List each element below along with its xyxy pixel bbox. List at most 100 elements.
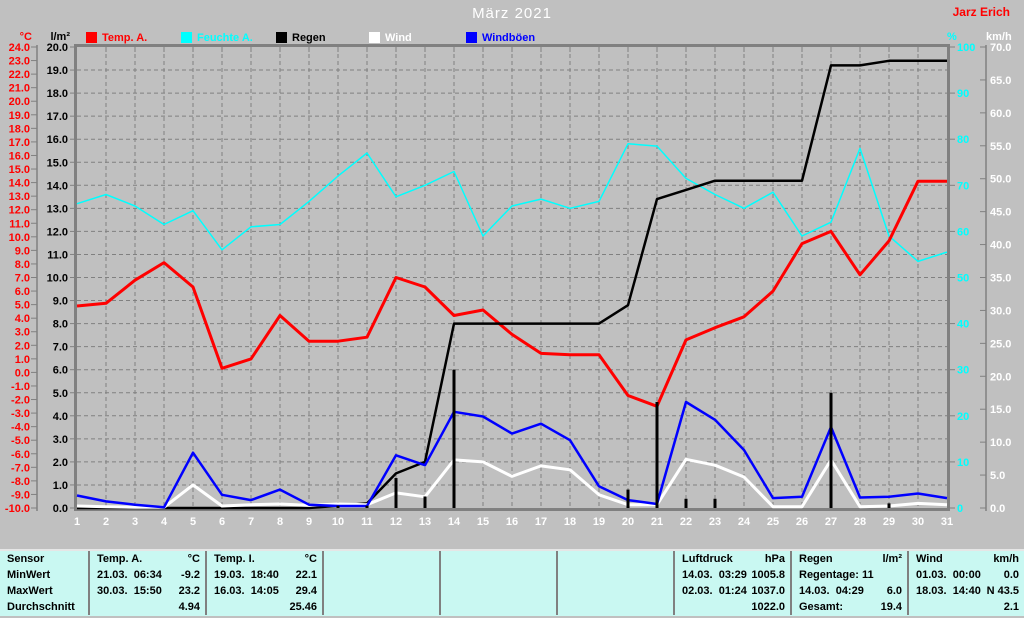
- stats-cell: Gesamt: 19.4: [790, 599, 907, 615]
- rain-axis-label: 14.0: [47, 180, 68, 192]
- stats-cell: [556, 583, 673, 599]
- day-label: 10: [332, 516, 344, 528]
- stats-cell-value: hPa: [764, 553, 785, 565]
- rain-bar: [394, 478, 398, 508]
- stats-cell: [322, 599, 439, 615]
- stats-cell-text: Regen: [799, 553, 833, 565]
- rain-axis-label: 6.0: [53, 365, 68, 377]
- stats-cell-text: Sensor: [7, 553, 45, 565]
- rain-axis-label: 4.0: [53, 411, 68, 423]
- humidity-axis-label: 0: [957, 503, 963, 515]
- stats-cell-value: °C: [304, 553, 317, 565]
- stats-cell-value: 2.1: [1003, 601, 1019, 613]
- temp-axis-label: 19.0: [9, 110, 30, 122]
- stats-cell-value: 1037.0: [751, 585, 785, 597]
- legend-label: Windböen: [482, 31, 536, 44]
- day-label: 11: [361, 516, 373, 528]
- wind-axis-label: 70.0: [990, 42, 1011, 54]
- rain-bar: [829, 392, 833, 508]
- day-label: 31: [941, 516, 953, 528]
- stats-cell-value: km/h: [993, 553, 1019, 565]
- stats-cell: 30.03. 15:50 23.2: [88, 583, 205, 599]
- temp-axis-label: -4.0: [11, 422, 30, 434]
- stats-cell-text: 14.03. 03:29: [682, 569, 747, 581]
- rain-axis-label: 1.0: [53, 480, 68, 492]
- day-label: 3: [132, 516, 138, 528]
- temp-axis-label: 0.0: [15, 367, 30, 379]
- temp-axis-label: 14.0: [9, 178, 30, 190]
- sensor-stats-table: Sensor MinWert MaxWert Durchschnitt Temp. A.…: [0, 549, 1024, 616]
- rain-axis-label: 9.0: [53, 296, 68, 308]
- temp-axis-label: -10.0: [5, 503, 30, 515]
- stats-cell: Regentage: 11: [790, 567, 907, 583]
- day-label: 12: [390, 516, 402, 528]
- day-label: 21: [651, 516, 663, 528]
- day-label: 30: [912, 516, 924, 528]
- temp-axis-label: 23.0: [9, 56, 30, 68]
- temp-axis-label: 4.0: [15, 313, 30, 325]
- temp-axis-label: 18.0: [9, 123, 30, 135]
- rain-bar: [887, 503, 891, 508]
- stats-cell-text: 30.03. 15:50: [97, 585, 162, 597]
- stats-col-header: Luftdruck hPa: [673, 551, 790, 567]
- stats-cell: 1022.0: [673, 599, 790, 615]
- humidity-axis-label: 100: [957, 42, 975, 54]
- humidity-axis-label: 30: [957, 365, 969, 377]
- temp-axis-unit-label: °C: [19, 31, 32, 43]
- rain-bar: [365, 505, 369, 508]
- temp-axis-label: 11.0: [9, 218, 30, 230]
- legend-swatch-icon: [86, 32, 97, 43]
- stats-cell: 02.03. 01:24 1037.0: [673, 583, 790, 599]
- humidity-axis-label: 90: [957, 88, 969, 100]
- rain-axis-label: 8.0: [53, 319, 68, 331]
- wind-axis-label: 40.0: [990, 240, 1011, 252]
- day-label: 9: [306, 516, 312, 528]
- day-label: 22: [680, 516, 692, 528]
- stats-cell-value: l/m²: [882, 553, 902, 565]
- temp-axis-label: -3.0: [11, 408, 30, 420]
- humidity-axis-label: 70: [957, 180, 969, 192]
- stats-cell-value: N 43.5: [986, 585, 1019, 597]
- temp-axis-label: 17.0: [9, 137, 30, 149]
- stats-col-header: Regen l/m²: [790, 551, 907, 567]
- day-label: 1: [74, 516, 80, 528]
- stats-cell-value: 1005.8: [751, 569, 785, 581]
- temp-axis-label: 20.0: [9, 96, 30, 108]
- wind-line: [76, 457, 948, 509]
- legend-label: Regen: [292, 31, 326, 44]
- stats-cell-value: 23.2: [178, 585, 200, 597]
- temp-axis-label: -5.0: [11, 435, 30, 447]
- stats-cell-text: 16.03. 14:05: [214, 585, 279, 597]
- stats-cell-text: 21.03. 06:34: [97, 569, 162, 581]
- day-label: 29: [883, 516, 895, 528]
- rain-bar: [684, 498, 688, 508]
- legend-label: Temp. A.: [102, 31, 148, 44]
- rain-axis-label: 19.0: [47, 65, 68, 77]
- legend-swatch-icon: [181, 32, 192, 43]
- stats-cell: 2.1: [907, 599, 1024, 615]
- rain-axis-label: 7.0: [53, 342, 68, 354]
- humidity-axis-unit-label: %: [947, 31, 957, 43]
- temp-axis-label: 21.0: [9, 83, 30, 95]
- day-label: 5: [190, 516, 196, 528]
- stats-cell: 14.03. 04:29 6.0: [790, 583, 907, 599]
- wind-axis-label: 15.0: [990, 404, 1011, 416]
- legend-item: Windböen: [466, 31, 535, 44]
- stats-cell-text: 18.03. 14:40: [916, 585, 981, 597]
- legend-swatch-icon: [466, 32, 477, 43]
- stats-cell-text: 02.03. 01:24: [682, 585, 747, 597]
- temp-axis-label: -9.0: [11, 489, 30, 501]
- stats-cell-text: Temp. I.: [214, 553, 255, 565]
- wind-axis-label: 30.0: [990, 305, 1011, 317]
- stats-cell-text: 14.03. 04:29: [799, 585, 864, 597]
- rain-axis-label: 13.0: [47, 203, 68, 215]
- wind-axis-unit-label: km/h: [986, 31, 1012, 43]
- temp-axis-label: 8.0: [15, 259, 30, 271]
- wind-axis-label: 5.0: [990, 470, 1005, 482]
- stats-cell: 18.03. 14:40 N 43.5: [907, 583, 1024, 599]
- legend-label: Feuchte A.: [197, 31, 253, 44]
- wind-axis-label: 45.0: [990, 207, 1011, 219]
- temp-axis-label: 13.0: [9, 191, 30, 203]
- temp-axis-label: 1.0: [15, 354, 30, 366]
- day-label: 4: [161, 516, 168, 528]
